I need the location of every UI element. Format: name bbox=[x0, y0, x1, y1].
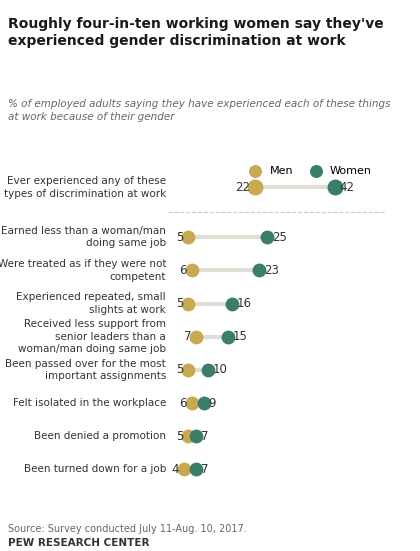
Text: Been passed over for the most
important assignments: Been passed over for the most important … bbox=[5, 359, 166, 381]
Text: Been turned down for a job: Been turned down for a job bbox=[24, 464, 166, 474]
Text: Experienced repeated, small
slights at work: Experienced repeated, small slights at w… bbox=[16, 293, 166, 315]
Text: 5: 5 bbox=[176, 363, 183, 376]
Legend: Men, Women: Men, Women bbox=[240, 161, 376, 180]
Text: Were treated as if they were not
competent: Were treated as if they were not compete… bbox=[0, 259, 166, 282]
Point bbox=[192, 465, 199, 474]
Point bbox=[184, 365, 191, 374]
Text: 7: 7 bbox=[201, 463, 208, 476]
Text: 22: 22 bbox=[236, 181, 251, 194]
Text: PEW RESEARCH CENTER: PEW RESEARCH CENTER bbox=[8, 538, 150, 548]
Point bbox=[181, 465, 187, 474]
Text: 5: 5 bbox=[176, 297, 183, 310]
Point bbox=[228, 299, 235, 308]
Text: 7: 7 bbox=[201, 430, 208, 442]
Text: 10: 10 bbox=[213, 363, 227, 376]
Point bbox=[252, 183, 259, 192]
Text: 16: 16 bbox=[236, 297, 251, 310]
Point bbox=[184, 233, 191, 241]
Text: 5: 5 bbox=[176, 430, 183, 442]
Text: 23: 23 bbox=[264, 264, 279, 277]
Point bbox=[192, 432, 199, 441]
Text: 42: 42 bbox=[339, 181, 354, 194]
Text: 7: 7 bbox=[184, 330, 191, 343]
Text: % of employed adults saying they have experienced each of these things
at work b: % of employed adults saying they have ex… bbox=[8, 99, 391, 122]
Point bbox=[184, 299, 191, 308]
Text: Ever experienced any of these
types of discrimination at work: Ever experienced any of these types of d… bbox=[4, 176, 166, 199]
Text: Roughly four-in-ten working women say they've
experienced gender discrimination : Roughly four-in-ten working women say th… bbox=[8, 17, 384, 48]
Text: Source: Survey conducted July 11-Aug. 10, 2017.: Source: Survey conducted July 11-Aug. 10… bbox=[8, 525, 247, 534]
Text: Earned less than a woman/man
doing same job: Earned less than a woman/man doing same … bbox=[1, 226, 166, 249]
Text: 6: 6 bbox=[180, 264, 187, 277]
Point bbox=[200, 398, 207, 407]
Text: Been denied a promotion: Been denied a promotion bbox=[34, 431, 166, 441]
Point bbox=[205, 365, 211, 374]
Point bbox=[192, 332, 199, 341]
Point bbox=[256, 266, 262, 275]
Text: 9: 9 bbox=[208, 397, 216, 409]
Text: Received less support from
senior leaders than a
woman/man doing same job: Received less support from senior leader… bbox=[18, 319, 166, 354]
Point bbox=[189, 266, 195, 275]
Point bbox=[189, 398, 195, 407]
Text: Felt isolated in the workplace: Felt isolated in the workplace bbox=[13, 398, 166, 408]
Text: 25: 25 bbox=[272, 231, 287, 244]
Point bbox=[224, 332, 231, 341]
Text: 6: 6 bbox=[180, 397, 187, 409]
Point bbox=[264, 233, 270, 241]
Point bbox=[184, 432, 191, 441]
Point bbox=[331, 183, 338, 192]
Text: 15: 15 bbox=[232, 330, 247, 343]
Text: 4: 4 bbox=[172, 463, 179, 476]
Text: 5: 5 bbox=[176, 231, 183, 244]
